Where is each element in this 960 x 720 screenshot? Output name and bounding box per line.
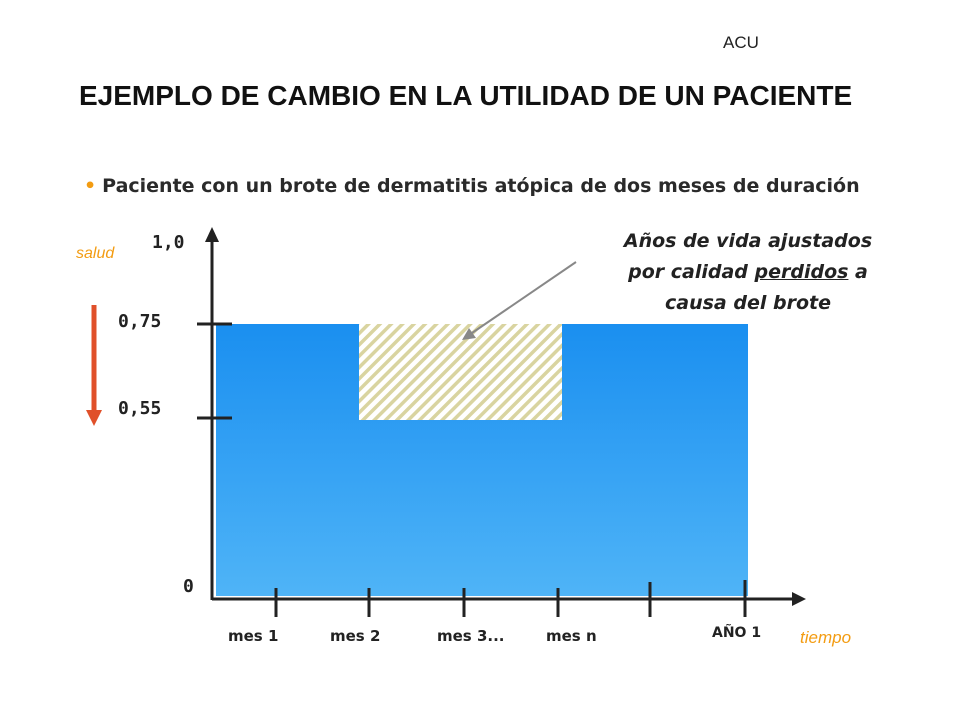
y-axis-word: salud bbox=[76, 245, 115, 262]
annotation-line-3: causa del brote bbox=[665, 292, 831, 314]
y-tick-label-075: 0,75 bbox=[118, 311, 162, 332]
annotation-pointer-head bbox=[462, 328, 476, 340]
x-axis-arrowhead bbox=[792, 592, 806, 606]
bullet-item: • Paciente con un brote de dermatitis ató… bbox=[84, 171, 884, 201]
annotation-line-2: por calidad perdidos a bbox=[588, 257, 908, 288]
y-tick-label-055: 0,55 bbox=[118, 398, 162, 419]
bullet-dot-icon: • bbox=[84, 175, 97, 197]
annotation-line-2-underlined: perdidos bbox=[754, 261, 849, 283]
x-axis-word: tiempo bbox=[800, 628, 852, 647]
annotation-line-2-a: por calidad bbox=[628, 261, 755, 283]
x-tick-label-mes3: mes 3... bbox=[437, 627, 505, 645]
annotation-pointer-line bbox=[471, 261, 577, 334]
bullet-text: Paciente con un brote de dermatitis atóp… bbox=[102, 175, 860, 197]
lost-qaly-region bbox=[359, 324, 562, 420]
y-tick-label-0: 0 bbox=[183, 576, 194, 597]
annotation-line-1: Años de vida ajustados bbox=[623, 230, 873, 252]
y-tick-label-1: 1,0 bbox=[152, 232, 185, 253]
x-tick-label-mesn: mes n bbox=[546, 627, 597, 645]
x-tick-label-mes1: mes 1 bbox=[228, 627, 279, 645]
corner-label: ACU bbox=[723, 33, 759, 52]
x-tick-label-ano1: AÑO 1 bbox=[712, 625, 762, 641]
slide-title: EJEMPLO DE CAMBIO EN LA UTILIDAD DE UN P… bbox=[79, 80, 853, 111]
x-tick-label-mes2: mes 2 bbox=[330, 627, 381, 645]
y-axis-arrowhead bbox=[205, 227, 219, 242]
annotation-line-2-b: a bbox=[848, 261, 868, 283]
salud-arrow-head bbox=[86, 410, 102, 426]
annotation-text: Años de vida ajustados por calidad perdi… bbox=[588, 226, 908, 319]
